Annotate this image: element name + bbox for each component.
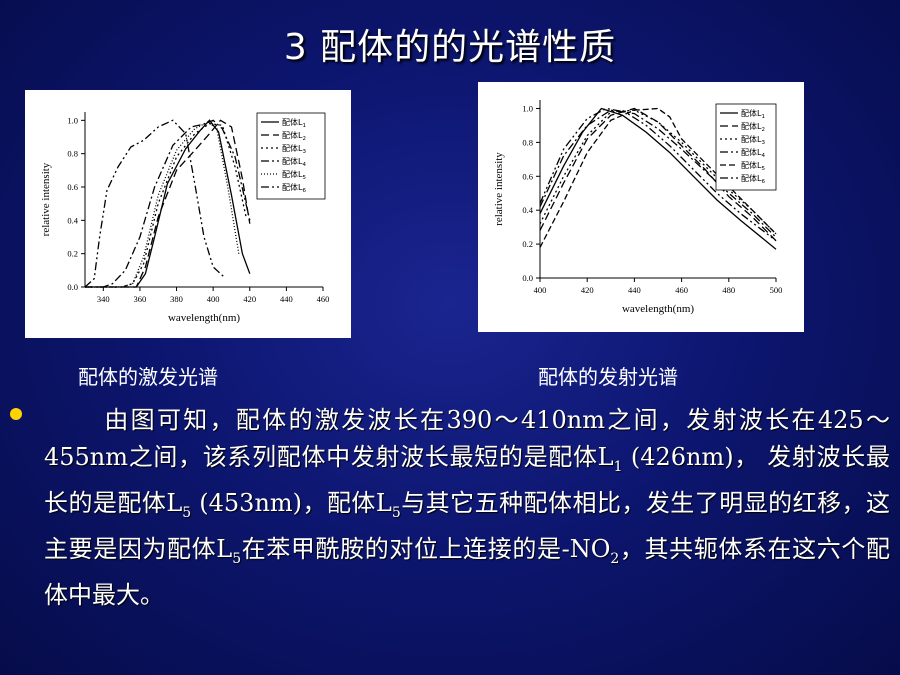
x-tick-label: 340 <box>97 294 110 304</box>
body-paragraph: 由图可知，配体的激发波长在390～410nm之间，发射波长在425～455nm之… <box>44 402 890 614</box>
legend-label-L6: 配体L6 <box>741 173 765 185</box>
legend-label-subscript: 2 <box>761 127 765 133</box>
body-text-3: (453nm)，配体L <box>191 488 392 517</box>
legend-label-L1: 配体L1 <box>282 117 306 129</box>
body-text-4: 与其它五种配体相比，发生了明显的红移，这主要是因为配体L <box>44 488 891 564</box>
series-line-L1 <box>539 107 777 250</box>
excitation-chart-panel: 340 360 380 400 420 440 460 0.0 0.2 0.4 0.6 0.8 1.0 w… <box>25 90 351 338</box>
x-tick-label: 440 <box>280 294 293 304</box>
y-tick-label: 0.0 <box>522 273 533 283</box>
x-tick-label: 400 <box>534 285 547 295</box>
body-sub-4: 5 <box>232 550 242 567</box>
legend-label-subscript: 5 <box>302 175 306 181</box>
legend-label-subscript: 6 <box>761 179 765 185</box>
legend-label-L4: 配体L4 <box>282 156 306 168</box>
x-tick-label: 400 <box>207 294 220 304</box>
legend-label-L4: 配体L4 <box>741 147 765 159</box>
series-line-L6 <box>84 119 225 288</box>
series-line-L4 <box>85 119 251 288</box>
legend-label-L1: 配体L1 <box>741 108 765 120</box>
x-tick-label: 420 <box>243 294 256 304</box>
emission-chart-panel: 400 420 440 460 480 500 0.0 0.2 0.4 0.6 0.8 1.0 wave… <box>478 82 804 332</box>
x-tick-label: 420 <box>581 285 594 295</box>
legend-label-L5: 配体L5 <box>282 169 306 181</box>
legend-label-L3: 配体L3 <box>741 134 765 146</box>
y-tick-label: 1.0 <box>67 115 78 125</box>
legend-label-subscript: 1 <box>302 123 306 129</box>
y-tick-label: 0.2 <box>522 239 533 249</box>
legend-label-L2: 配体L2 <box>741 121 765 133</box>
emission-caption: 配体的发射光谱 <box>538 365 678 389</box>
body-text-1: 由图可知，配体的激发波长在390～410nm之间，发射波长在425～455nm之… <box>44 406 890 471</box>
legend-label-subscript: 5 <box>761 166 765 172</box>
y-tick-label: 0.8 <box>522 137 533 147</box>
y-tick-label: 1.0 <box>522 103 533 113</box>
y-axis-label: relative intensity <box>493 152 505 226</box>
legend-label-L2: 配体L2 <box>282 130 306 142</box>
x-tick-label: 460 <box>317 294 330 304</box>
series-line-L4 <box>539 109 777 238</box>
x-tick-label: 460 <box>675 285 688 295</box>
excitation-spectrum-chart: 340 360 380 400 420 440 460 0.0 0.2 0.4 0.6 0.8 1.0 w… <box>40 112 330 324</box>
body-sub-5: 2 <box>610 550 620 567</box>
series-line-L1 <box>85 119 251 288</box>
bullet-icon <box>10 408 22 420</box>
x-tick-label: 500 <box>770 285 783 295</box>
legend-label-subscript: 4 <box>761 153 765 159</box>
legend-label-L6: 配体L6 <box>282 182 306 194</box>
x-tick-label: 480 <box>722 285 735 295</box>
y-tick-label: 0.0 <box>67 282 78 292</box>
legend-box <box>715 103 777 191</box>
legend-label-L3: 配体L3 <box>282 143 306 155</box>
x-tick-label: 360 <box>134 294 147 304</box>
body-text-2: (426nm)， 发射波长最长的是配体L <box>44 442 890 517</box>
legend-label-subscript: 3 <box>761 140 765 146</box>
y-tick-label: 0.4 <box>522 205 533 215</box>
body-sub-2: 5 <box>182 504 192 521</box>
y-tick-label: 0.8 <box>67 149 78 159</box>
x-tick-label: 440 <box>628 285 641 295</box>
x-axis-label: wavelength(nm) <box>168 312 240 324</box>
series-line-L6 <box>539 107 777 242</box>
y-tick-label: 0.6 <box>522 171 533 181</box>
excitation-caption: 配体的激发光谱 <box>78 365 218 389</box>
y-tick-label: 0.4 <box>67 215 78 225</box>
body-text-5: 在苯甲酰胺的对位上连接的是-NO <box>241 535 611 564</box>
y-tick-label: 0.2 <box>67 249 78 259</box>
series-line-L2 <box>85 119 251 288</box>
x-tick-label: 380 <box>170 294 183 304</box>
series-line-L5 <box>539 107 777 248</box>
legend-label-subscript: 3 <box>302 149 306 155</box>
emission-spectrum-chart: 400 420 440 460 480 500 0.0 0.2 0.4 0.6 0.8 1.0 wave… <box>493 100 783 315</box>
body-text-6: ，其共轭体系在这六个配体中最大。 <box>44 535 890 610</box>
y-tick-label: 0.6 <box>67 182 78 192</box>
series-line-L2 <box>539 107 777 242</box>
body-sub-3: 5 <box>391 504 401 521</box>
legend-label-subscript: 1 <box>761 114 765 120</box>
legend-label-L5: 配体L5 <box>741 160 765 172</box>
legend-label-subscript: 6 <box>302 188 306 194</box>
y-axis-label: relative intensity <box>40 162 52 236</box>
slide-title: 3 配体的的光谱性质 <box>283 27 617 68</box>
legend-label-subscript: 2 <box>302 136 306 142</box>
legend-label-subscript: 4 <box>302 162 306 168</box>
x-axis-label: wavelength(nm) <box>622 303 694 315</box>
legend-box <box>256 112 326 200</box>
body-sub-1: 1 <box>613 458 623 475</box>
